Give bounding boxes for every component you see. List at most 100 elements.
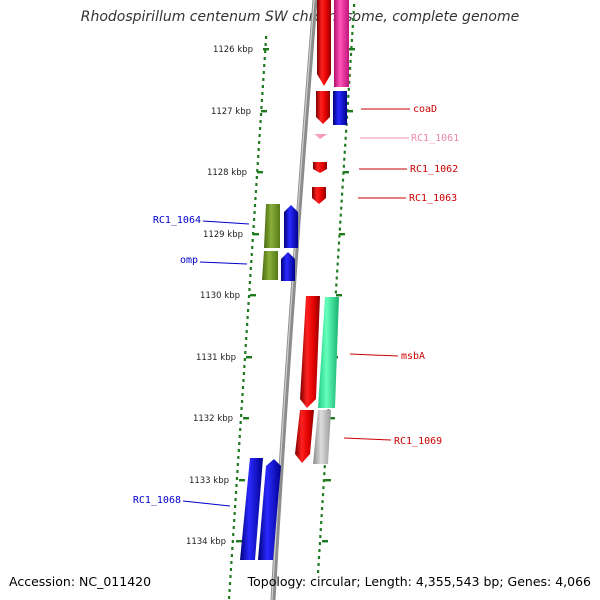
track-dot [342, 164, 345, 168]
gene-RC1_1063[interactable] [312, 187, 326, 204]
gene-RC1_1069-red[interactable] [295, 410, 314, 463]
gene-features [240, 0, 349, 560]
track-dot [345, 129, 348, 133]
gene-RC1_1064[interactable] [284, 205, 298, 248]
track-dot [234, 505, 237, 508]
track-dot [261, 92, 264, 95]
track-dot [322, 486, 325, 490]
gene-label[interactable]: RC1_1063 [409, 193, 457, 204]
track-dot [344, 143, 347, 147]
track-dot [337, 255, 340, 259]
track-dot [262, 78, 265, 81]
track-dot [234, 491, 238, 494]
axis-tick-mark [236, 540, 242, 543]
axis-tick-mark-right [336, 294, 342, 297]
gene-label-leader [343, 437, 392, 441]
axis-tick-mark-right [347, 110, 353, 113]
gene-msbA-red[interactable] [300, 296, 320, 408]
chromosome-backbone-highlight [271, 0, 315, 600]
track-dot [239, 421, 242, 424]
gene-coaD[interactable] [316, 91, 330, 124]
axis-tick-label: 1127 kbp [211, 107, 251, 117]
track-dot [337, 248, 340, 252]
track-dot [256, 169, 259, 172]
axis-tick-mark [250, 294, 256, 297]
track-dot [320, 514, 323, 518]
axis-tick-mark [253, 233, 259, 236]
axis-tick-label: 1130 kbp [200, 291, 240, 301]
track-dot [265, 36, 268, 39]
track-dot [258, 127, 262, 130]
track-dot [336, 262, 339, 266]
track-dot [258, 134, 261, 137]
gene-RC1_1068-a[interactable] [240, 458, 263, 560]
track-dot [338, 234, 341, 238]
gene-pink-top[interactable] [334, 0, 349, 87]
gene-RC1_1062[interactable] [313, 162, 327, 173]
track-dot [341, 192, 344, 196]
track-dot [347, 87, 350, 91]
track-dot [350, 38, 353, 42]
gene-msbA[interactable] [318, 297, 339, 408]
track-dot [334, 290, 337, 294]
gene-RC1_1068[interactable] [258, 459, 281, 560]
track-dot [228, 596, 231, 599]
axis-tick-mark [261, 110, 267, 113]
track-dot [233, 512, 236, 515]
track-dot [260, 106, 263, 109]
track-dot [246, 323, 249, 326]
track-dot [252, 225, 255, 228]
track-dot [259, 113, 263, 116]
axis-tick-mark-right [343, 171, 349, 174]
axis-tick-label: 1129 kbp [203, 230, 243, 240]
gene-label[interactable]: RC1_1061 [411, 133, 459, 144]
gene-red-top[interactable] [317, 0, 331, 86]
track-dot [243, 365, 246, 368]
track-dot [257, 148, 260, 151]
track-dot [323, 472, 326, 476]
gene-label[interactable]: coaD [413, 104, 437, 115]
gene-label[interactable]: RC1_1069 [394, 436, 442, 447]
axis-tick-mark-right [329, 417, 335, 420]
gene-RC1_1061[interactable] [314, 134, 327, 139]
track-dot [264, 50, 267, 53]
track-dot [321, 507, 324, 511]
gene-label-leader [199, 261, 248, 265]
track-dot [245, 337, 248, 340]
track-dot [235, 484, 238, 487]
gene-omp-olive[interactable] [262, 251, 278, 280]
gene-RC1_1064-olive[interactable] [264, 204, 280, 248]
gene-label[interactable]: RC1_1064 [153, 215, 201, 226]
track-dot [340, 199, 343, 203]
track-dot [351, 24, 354, 28]
gene-coaD-partner[interactable] [333, 91, 347, 125]
gene-label[interactable]: omp [180, 255, 198, 266]
track-dot [229, 568, 233, 571]
track-dot [323, 465, 326, 469]
track-dot [336, 269, 339, 273]
track-dot [339, 220, 342, 224]
gene-label[interactable]: msbA [401, 351, 425, 362]
gene-RC1_1069[interactable] [313, 410, 331, 464]
gene-label[interactable]: RC1_1068 [133, 495, 181, 506]
track-dot [251, 239, 254, 242]
track-dot [240, 407, 243, 410]
track-dot [340, 206, 343, 210]
track-dot [248, 288, 251, 291]
track-dot [260, 99, 264, 102]
track-dot [238, 435, 241, 438]
axis-tick-label: 1131 kbp [196, 353, 236, 363]
axis-tick-mark [239, 479, 245, 482]
axis-tick-label: 1134 kbp [186, 537, 226, 547]
gene-label[interactable]: RC1_1062 [410, 164, 458, 175]
gene-omp[interactable] [281, 252, 295, 281]
gene-label-leader [202, 220, 250, 225]
track-dot [243, 358, 246, 361]
track-dot [319, 535, 322, 539]
track-dot [249, 274, 252, 277]
track-dot [264, 43, 267, 46]
track-dot [232, 533, 235, 536]
track-dot [344, 136, 347, 140]
axis-tick-mark [263, 48, 269, 51]
track-dot [253, 204, 257, 207]
